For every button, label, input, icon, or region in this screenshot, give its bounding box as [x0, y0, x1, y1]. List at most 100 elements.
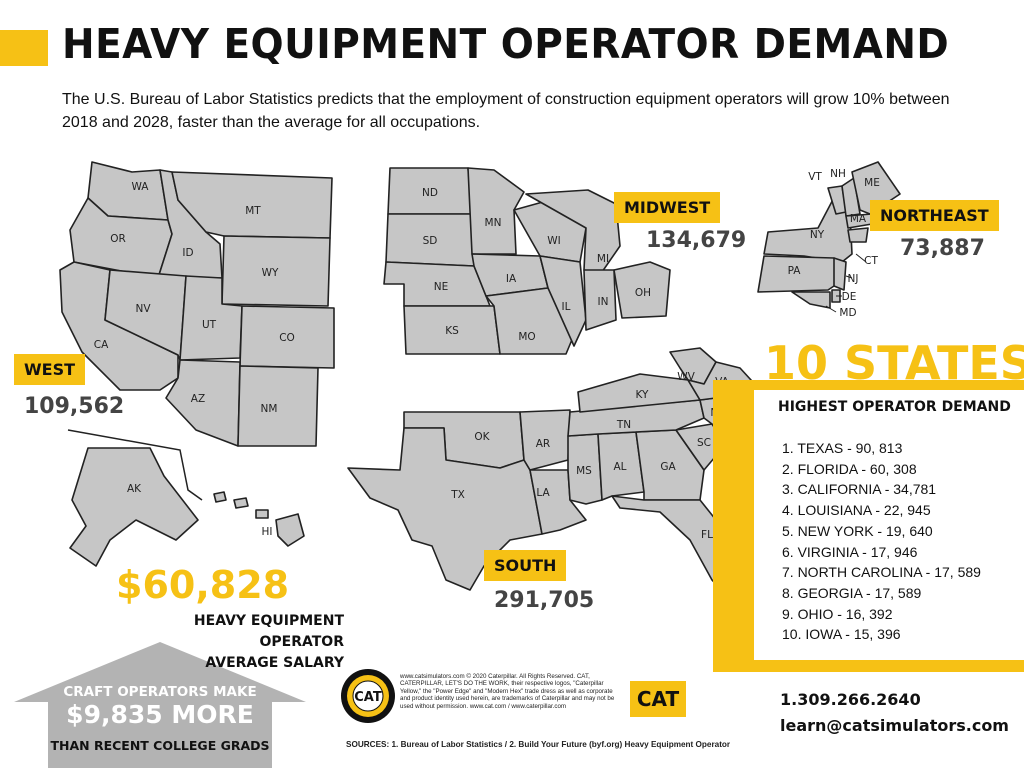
- label-tx: TX: [450, 489, 465, 501]
- list-item: 1. TEXAS - 90, 813: [782, 440, 903, 456]
- page-subtitle: The U.S. Bureau of Labor Statistics pred…: [62, 91, 950, 131]
- label-in: IN: [598, 296, 609, 308]
- label-al: AL: [613, 461, 626, 473]
- midwest-region-map: ND SD NE KS MN IA MO WI IL MI IN OH: [383, 167, 671, 355]
- label-wy: WY: [262, 267, 279, 279]
- label-ne: NE: [434, 281, 449, 293]
- state-hi-1: [213, 491, 227, 503]
- label-mo: MO: [518, 331, 535, 343]
- top-states-subheading: HIGHEST OPERATOR DEMAND: [778, 399, 1011, 415]
- list-item: 8. GEORGIA - 17, 589: [782, 584, 922, 601]
- craft-line1: CRAFT OPERATORS MAKE: [63, 684, 257, 700]
- label-nj: NJ: [848, 273, 859, 285]
- salary-caption-line2: AVERAGE SALARY: [205, 655, 344, 671]
- label-nh: NH: [830, 168, 846, 180]
- label-ma: MA: [850, 213, 867, 225]
- contact-email[interactable]: learn@catsimulators.com: [780, 716, 1009, 735]
- label-wa: WA: [132, 181, 150, 193]
- state-ak: [69, 447, 199, 567]
- state-hi-2: [233, 497, 249, 509]
- craft-arrow-shape: [14, 642, 306, 768]
- label-nm: NM: [261, 403, 278, 415]
- label-md: MD: [839, 307, 856, 319]
- label-ca: CA: [94, 339, 109, 351]
- salary-caption-line1: HEAVY EQUIPMENT OPERATOR: [193, 613, 344, 650]
- label-oh: OH: [635, 287, 651, 299]
- title-accent-bar: [0, 30, 48, 66]
- seal-text: CAT: [354, 690, 382, 705]
- label-sc: SC: [697, 437, 711, 449]
- ct-leader: [855, 253, 867, 263]
- label-mi: MI: [597, 253, 609, 265]
- list-item: 2. FLORIDA - 60, 308: [782, 460, 917, 477]
- label-id: ID: [182, 247, 193, 259]
- list-item: 9. OHIO - 16, 392: [782, 605, 893, 622]
- list-item: 3. CALIFORNIA - 34,781: [782, 481, 937, 498]
- top-states-list: 1. TEXAS - 90, 813 2. FLORIDA - 60, 308 …: [782, 438, 981, 645]
- region-tag-northeast: NORTHEAST: [870, 200, 999, 231]
- label-ia: IA: [506, 273, 517, 285]
- md-leader: [825, 305, 837, 313]
- label-il: IL: [562, 301, 571, 313]
- label-ct: CT: [864, 255, 878, 267]
- label-az: AZ: [191, 393, 205, 405]
- label-ks: KS: [445, 325, 459, 337]
- label-hi: HI: [262, 526, 273, 538]
- west-region-map: WA OR CA ID NV MT WY UT CO AZ NM AK HI: [59, 161, 335, 567]
- state-il: [539, 255, 587, 347]
- state-nm: [237, 365, 319, 447]
- state-in: [583, 269, 617, 331]
- label-me: ME: [864, 177, 880, 189]
- label-nd: ND: [422, 187, 438, 199]
- region-value-west: 109,562: [24, 394, 125, 419]
- list-item: 6. VIRGINIA - 17, 946: [782, 543, 918, 560]
- list-item: 4. LOUISIANA - 22, 945: [782, 502, 931, 519]
- label-co: CO: [279, 332, 295, 344]
- list-item: 10. IOWA - 15, 396: [782, 626, 901, 643]
- page-title: HEAVY EQUIPMENT OPERATOR DEMAND: [62, 20, 950, 68]
- list-item: 5. NEW YORK - 19, 640: [782, 522, 933, 539]
- region-value-northeast: 73,887: [900, 236, 985, 261]
- top-states-heading: 10 STATES: [764, 336, 1024, 390]
- label-la: LA: [536, 487, 550, 499]
- craft-amount: $9,835 MORE: [66, 700, 254, 729]
- state-ny: [763, 189, 853, 263]
- label-or: OR: [110, 233, 126, 245]
- label-ak: AK: [127, 483, 142, 495]
- legal-fine-print: www.catsimulators.com © 2020 Caterpillar…: [400, 673, 615, 710]
- state-mi: [525, 189, 621, 273]
- label-fl: FL: [701, 529, 713, 541]
- label-mn: MN: [485, 217, 502, 229]
- label-ar: AR: [536, 438, 550, 450]
- region-value-south: 291,705: [494, 588, 595, 613]
- craft-line3: THAN RECENT COLLEGE GRADS: [50, 738, 270, 753]
- label-ny: NY: [810, 229, 825, 241]
- label-wi: WI: [547, 235, 560, 247]
- label-ms: MS: [576, 465, 592, 477]
- label-pa: PA: [788, 265, 802, 277]
- cat-logo: CAT: [630, 681, 686, 717]
- label-tn: TN: [616, 419, 631, 431]
- contact-phone[interactable]: 1.309.266.2640: [780, 690, 921, 709]
- label-ky: KY: [636, 389, 650, 401]
- state-hi-4: [275, 513, 305, 547]
- state-ar: [519, 409, 571, 471]
- label-mt: MT: [245, 205, 261, 217]
- label-de: DE: [842, 291, 857, 303]
- label-wv: WV: [677, 371, 695, 383]
- label-ok: OK: [474, 431, 490, 443]
- region-tag-west: WEST: [14, 354, 86, 385]
- list-item: 7. NORTH CAROLINA - 17, 589: [782, 564, 981, 581]
- state-ct: [847, 227, 869, 243]
- state-co: [239, 305, 335, 369]
- alaska-divider-line: [67, 429, 203, 501]
- sources-note: SOURCES: 1. Bureau of Labor Statistics /…: [346, 740, 731, 749]
- state-md: [791, 291, 831, 309]
- state-az: [165, 359, 241, 447]
- state-tx: [347, 427, 543, 591]
- caterpillar-seal-logo: CAT: [341, 669, 395, 723]
- label-nv: NV: [135, 303, 151, 315]
- label-ut: UT: [202, 319, 217, 331]
- average-salary-amount: $60,828: [116, 563, 290, 607]
- region-tag-midwest: MIDWEST: [614, 192, 721, 223]
